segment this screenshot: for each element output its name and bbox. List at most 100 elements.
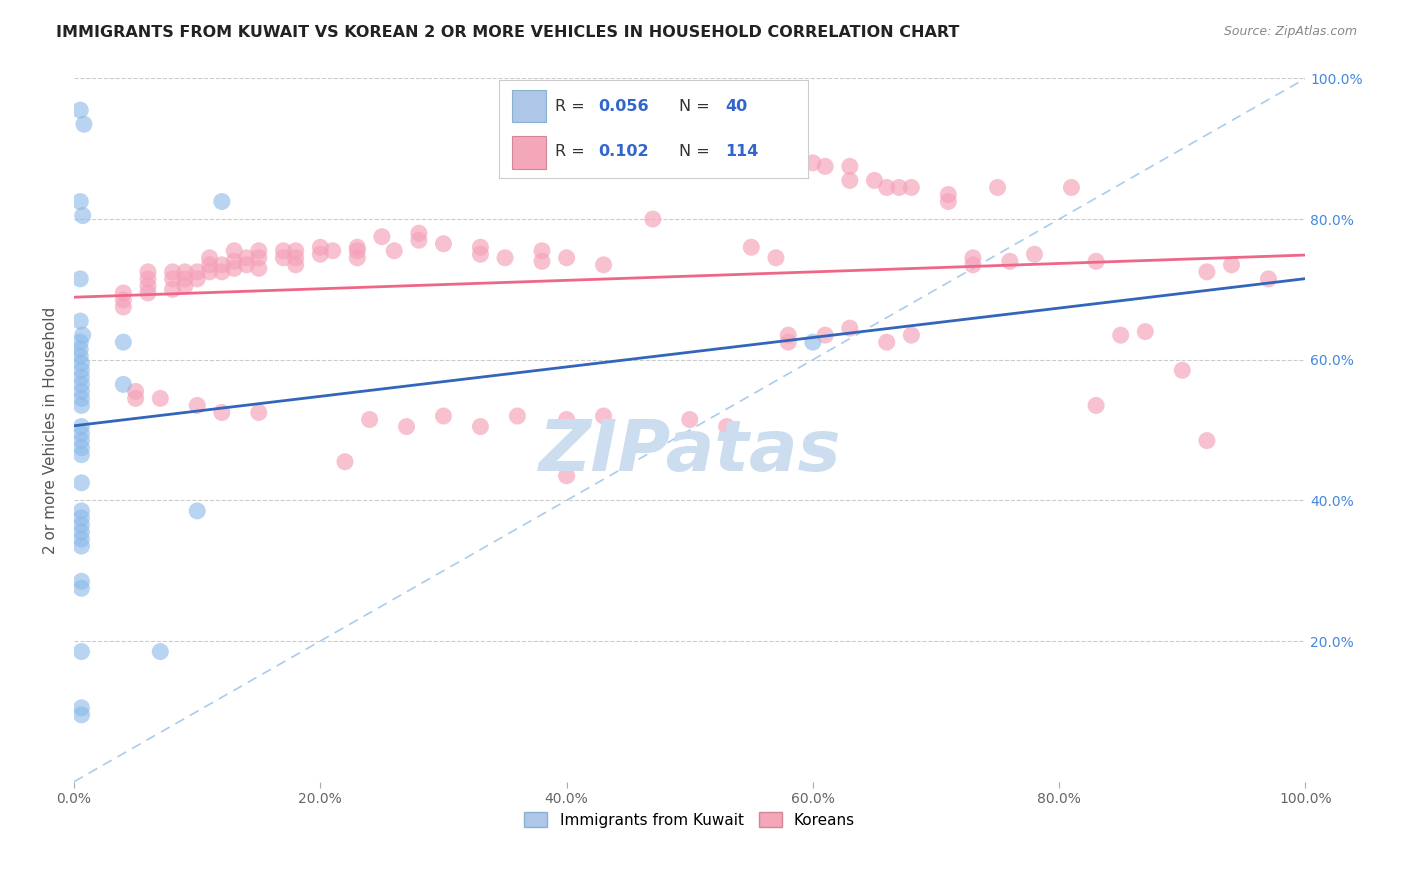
Point [69, 194, 91, 209]
Point [703, 145, 725, 160]
Point [70, 524, 93, 539]
Point [112, 293, 135, 307]
Point [69, 314, 91, 328]
Point [186, 504, 208, 518]
Point [432, 409, 454, 423]
Point [211, 405, 233, 419]
Point [211, 194, 233, 209]
Point [70, 448, 93, 462]
Point [1060, 180, 1083, 194]
Point [555, 251, 578, 265]
Point [112, 300, 135, 314]
Point [124, 392, 146, 406]
Point [69, 272, 91, 286]
Point [936, 194, 959, 209]
Point [679, 412, 702, 426]
Point [162, 265, 184, 279]
Point [1024, 247, 1046, 261]
Point [70, 475, 93, 490]
Point [70, 582, 93, 596]
Point [211, 265, 233, 279]
Point [494, 251, 516, 265]
Point [69, 342, 91, 356]
Point [1109, 328, 1132, 343]
Point [801, 335, 824, 350]
Point [346, 240, 368, 254]
Text: IMMIGRANTS FROM KUWAIT VS KOREAN 2 OR MORE VEHICLES IN HOUSEHOLD CORRELATION CHA: IMMIGRANTS FROM KUWAIT VS KOREAN 2 OR MO… [56, 25, 960, 40]
Point [716, 128, 738, 142]
Point [863, 173, 886, 187]
Point [186, 272, 208, 286]
Bar [512, 90, 546, 122]
Point [1195, 265, 1218, 279]
Text: R =: R = [555, 99, 589, 114]
Point [1171, 363, 1194, 377]
Point [162, 272, 184, 286]
Point [70, 539, 93, 553]
Point [70, 370, 93, 384]
Point [690, 138, 713, 153]
Point [70, 384, 93, 399]
Point [70, 419, 93, 434]
Point [70, 644, 93, 658]
Point [284, 251, 307, 265]
Point [235, 251, 257, 265]
Point [778, 335, 800, 350]
Text: N =: N = [679, 145, 714, 160]
Point [998, 254, 1021, 268]
Point [814, 160, 837, 174]
Text: ZIPatas: ZIPatas [538, 417, 841, 485]
Point [70, 518, 93, 533]
Text: 114: 114 [725, 145, 758, 160]
Point [876, 335, 898, 350]
Point [936, 187, 959, 202]
Point [73, 117, 96, 131]
Text: 0.102: 0.102 [598, 145, 648, 160]
Point [322, 244, 344, 258]
Point [149, 644, 172, 658]
Point [198, 265, 221, 279]
Point [174, 272, 197, 286]
Point [1135, 325, 1157, 339]
Text: 0.056: 0.056 [598, 99, 648, 114]
Point [679, 131, 702, 145]
Point [284, 258, 307, 272]
Point [124, 384, 146, 399]
Point [1257, 272, 1279, 286]
Point [592, 409, 614, 423]
Text: 40: 40 [725, 99, 747, 114]
Text: R =: R = [555, 145, 589, 160]
Point [70, 399, 93, 413]
Point [408, 233, 430, 247]
Point [136, 272, 159, 286]
Point [838, 160, 860, 174]
Point [359, 412, 381, 426]
Point [136, 265, 159, 279]
Point [962, 251, 984, 265]
Point [1085, 254, 1108, 268]
Point [470, 240, 492, 254]
Point [470, 419, 492, 434]
Point [70, 363, 93, 377]
Point [235, 258, 257, 272]
Point [70, 511, 93, 525]
Point [801, 156, 824, 170]
Point [716, 135, 738, 149]
Point [1085, 399, 1108, 413]
Point [149, 392, 172, 406]
Text: N =: N = [679, 99, 714, 114]
Legend: Immigrants from Kuwait, Koreans: Immigrants from Kuwait, Koreans [519, 805, 862, 834]
Point [136, 285, 159, 300]
Point [408, 226, 430, 240]
Point [778, 328, 800, 343]
Point [224, 261, 246, 276]
Point [900, 328, 922, 343]
Point [247, 405, 270, 419]
Point [876, 180, 898, 194]
Point [395, 419, 418, 434]
Point [112, 377, 135, 392]
Point [70, 504, 93, 518]
Point [69, 335, 91, 350]
Point [1195, 434, 1218, 448]
Point [1220, 258, 1243, 272]
